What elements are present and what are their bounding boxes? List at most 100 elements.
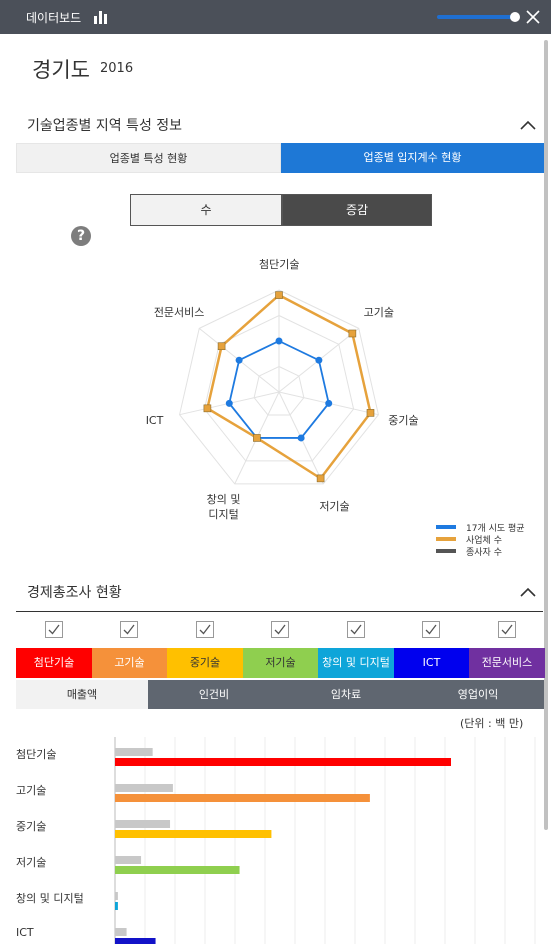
app-title: 데이터보드 [26, 11, 82, 25]
section-title-census: 경제총조사 현황 [27, 585, 122, 601]
category-checkbox[interactable] [195, 621, 214, 638]
radar-grid-ring [179, 289, 379, 485]
chevron-up-icon[interactable] [520, 587, 536, 597]
tab-sales[interactable]: 매출액 [16, 680, 148, 709]
section-title-tech: 기술업종별 지역 특성 정보 [27, 118, 183, 134]
radar-point[interactable] [203, 404, 212, 413]
radar-point[interactable] [275, 291, 283, 299]
radar-point[interactable] [253, 434, 261, 442]
category-checkbox[interactable] [497, 621, 516, 638]
radar-grid-ring [203, 314, 355, 462]
toggle-count[interactable]: 수 [130, 194, 282, 226]
category-chip[interactable]: ICT [393, 648, 470, 678]
category-checkbox[interactable] [44, 621, 63, 638]
bar-colored[interactable] [115, 830, 272, 838]
section-divider [16, 611, 543, 612]
radar-grid-ring [253, 365, 305, 416]
bar-colored[interactable] [115, 758, 451, 766]
slider-handle[interactable] [510, 12, 520, 22]
check-icon [350, 624, 362, 635]
toggle-change[interactable]: 증감 [282, 194, 432, 226]
category-checkbox[interactable] [346, 621, 365, 638]
radar-point[interactable] [315, 356, 323, 364]
category-checkbox[interactable] [271, 621, 290, 638]
category-chip[interactable]: 저기술 [242, 648, 319, 678]
bar-colored[interactable] [115, 938, 156, 944]
slider-track [437, 15, 515, 19]
radar-point[interactable] [225, 399, 233, 407]
legend-swatch [436, 549, 456, 553]
radar-point[interactable] [325, 399, 333, 407]
radar-point[interactable] [275, 337, 283, 345]
chevron-up-icon[interactable] [520, 120, 536, 130]
bar-gray[interactable] [115, 856, 142, 864]
radar-point[interactable] [316, 474, 325, 483]
legend-swatch [436, 537, 456, 541]
tab-rent[interactable]: 임차료 [280, 680, 412, 709]
bar-gray[interactable] [115, 892, 118, 900]
bar-category-label: 저기술 [16, 856, 47, 869]
radar-point[interactable] [235, 356, 243, 364]
check-icon [48, 624, 60, 635]
scrollbar-thumb[interactable] [544, 40, 548, 830]
region-title: 경기도 [32, 58, 90, 82]
check-icon [425, 624, 437, 635]
category-checkbox[interactable] [422, 621, 441, 638]
tab-location-quotient[interactable]: 업종별 입지계수 현황 [281, 143, 544, 173]
bar-gray[interactable] [115, 784, 173, 792]
bar-colored[interactable] [115, 902, 118, 910]
bar-chart-icon[interactable] [94, 10, 108, 24]
check-icon [274, 624, 286, 635]
category-chip[interactable]: 첨단기술 [16, 648, 92, 678]
bar-category-label: ICT [16, 926, 34, 939]
bar-category-label: 창의 및 디지털 [16, 892, 84, 905]
legend-item[interactable]: 17개 시도 평균 [436, 521, 546, 534]
bar-category-label: 첨단기술 [16, 748, 57, 761]
radar-axis-label: 전문서비스 [153, 306, 205, 319]
bar-chart [114, 737, 536, 944]
legend-label: 종사자 수 [466, 548, 502, 558]
bar-category-label: 고기술 [16, 784, 47, 797]
tab-operating-profit[interactable]: 영업이익 [412, 680, 544, 709]
top-bar: 데이터보드 [0, 0, 551, 34]
opacity-slider[interactable] [437, 12, 520, 22]
legend-item[interactable]: 종사자 수 [436, 545, 546, 558]
radar-axis-label: 저기술 [319, 500, 350, 514]
tab-labor-cost[interactable]: 인건비 [148, 680, 280, 709]
radar-axis-label: 고기술 [363, 306, 395, 319]
region-year: 2016 [100, 61, 134, 76]
bar-colored[interactable] [115, 866, 240, 874]
radar-point[interactable] [297, 434, 305, 442]
bar-gray[interactable] [115, 748, 153, 756]
close-icon[interactable] [525, 9, 541, 25]
bar-colored[interactable] [115, 794, 370, 802]
category-checkbox[interactable] [120, 621, 139, 638]
tab-industry-status[interactable]: 업종별 특성 현황 [16, 143, 281, 173]
bar-gray[interactable] [115, 928, 127, 936]
category-chip[interactable]: 고기술 [91, 648, 168, 678]
bar-gray[interactable] [115, 820, 171, 828]
radar-point[interactable] [348, 329, 357, 338]
legend-label: 17개 시도 평균 [466, 524, 525, 534]
radar-series-line [205, 293, 372, 481]
unit-label: (단위 : 백 만) [460, 717, 524, 730]
help-icon[interactable]: ? [71, 226, 91, 246]
legend-swatch [436, 525, 456, 529]
bar-category-label: 중기술 [16, 820, 47, 833]
category-chip[interactable]: 중기술 [167, 648, 243, 678]
radar-axis-label: 창의 및 디지털 [206, 492, 241, 521]
radar-chart [179, 289, 379, 485]
radar-axis-label: 첨단기술 [259, 258, 300, 271]
category-chip[interactable]: 창의 및 디지털 [318, 648, 394, 678]
radar-point[interactable] [217, 342, 226, 351]
radar-axis-label: ICT [145, 413, 164, 427]
check-icon [199, 624, 211, 635]
category-chip[interactable]: 전문서비스 [469, 648, 545, 678]
radar-point[interactable] [366, 409, 375, 417]
radar-axis-label: 중기술 [388, 413, 419, 427]
legend-item[interactable]: 사업체 수 [436, 533, 546, 546]
check-icon [501, 624, 513, 635]
legend-label: 사업체 수 [466, 536, 502, 546]
